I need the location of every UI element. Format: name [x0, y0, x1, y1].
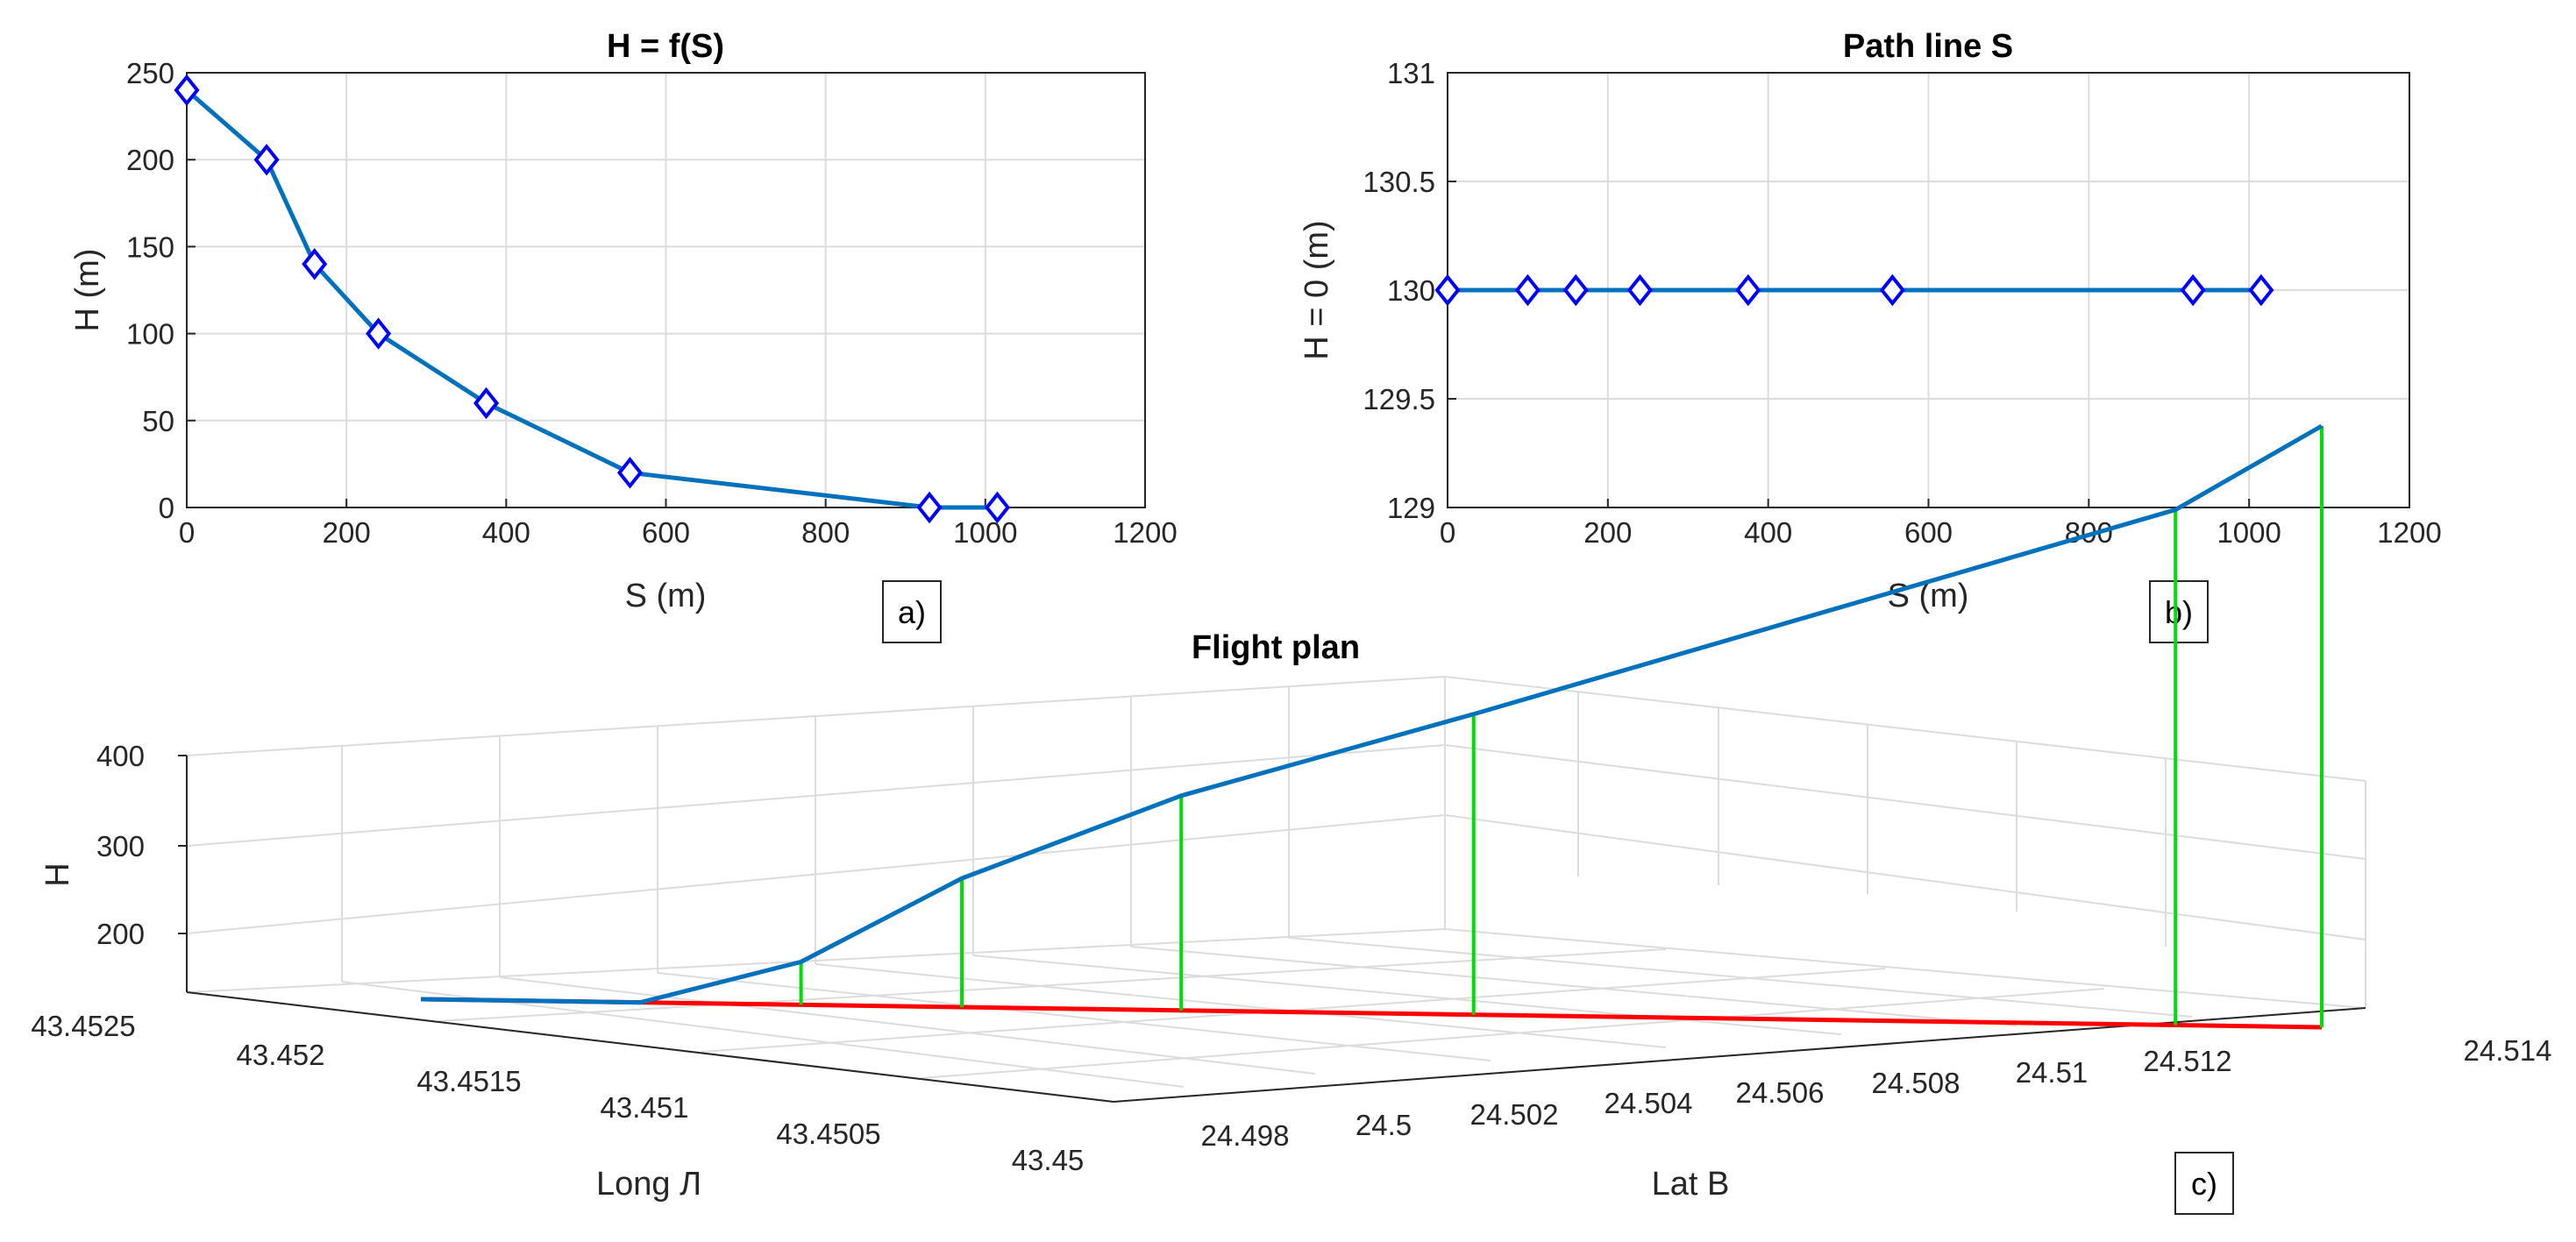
b-data-point [1434, 273, 1461, 307]
panel-c-flight-path [420, 423, 2323, 1005]
panel-c-lat-tick-label: 24.508 [1872, 1067, 1960, 1099]
a-y-tick-label: 150 [126, 231, 174, 263]
b-data-point [1735, 273, 1761, 307]
b-x-tick-label: 1200 [2377, 516, 2441, 549]
panel-b-label: b) [2165, 594, 2193, 630]
panel-a-grid [186, 72, 1146, 508]
a-data-point [253, 143, 280, 176]
panel-c-grid [186, 676, 2366, 1103]
panel-a-y-label: H (m) [69, 249, 106, 332]
panel-c-long-label: Long Л [596, 1166, 701, 1203]
panel-c-lat-tick-label: 24.498 [1201, 1119, 1290, 1152]
panel-c-h-tick-label: 200 [96, 918, 145, 950]
b-x-tick-label: 800 [2065, 516, 2113, 549]
b-data-point [1626, 273, 1653, 307]
panel-c-chart: 200 300 400 43.4525 43.452 43.4515 43.451 43.45… [31, 423, 2551, 1215]
a-y-tick-label: 50 [142, 405, 174, 437]
panel-c-lat-tick-label: 24.502 [1470, 1098, 1559, 1131]
panel-c-h-label: H [39, 862, 76, 886]
panel-c-long-tick-label: 43.45 [1012, 1144, 1085, 1176]
a-x-tick-label: 600 [642, 516, 690, 549]
panel-c-ground-track [420, 997, 2323, 1030]
a-data-point [366, 317, 392, 350]
panel-a-label: a) [898, 594, 926, 630]
b-data-point [1879, 273, 1905, 307]
a-data-point [302, 248, 328, 280]
panel-c-lat-tick-label: 24.506 [1736, 1076, 1825, 1109]
a-x-tick-label: 400 [482, 516, 530, 549]
b-y-tick-label: 130.5 [1363, 166, 1435, 198]
b-data-point [1514, 273, 1541, 307]
a-data-point [174, 74, 200, 107]
panel-c-label: c) [2191, 1166, 2217, 1202]
panel-c-h-tick-label: 400 [96, 740, 145, 772]
b-x-tick-label: 1000 [2217, 516, 2281, 549]
b-x-tick-label: 200 [1583, 516, 1632, 549]
panel-c-lat-tick-label: 24.51 [2016, 1056, 2089, 1089]
a-data-point [984, 491, 1011, 524]
panel-c-lat-tick-label: 24.514 [2464, 1034, 2552, 1067]
panel-a-markers [174, 74, 1011, 524]
a-x-tick-label: 1000 [953, 516, 1017, 549]
a-data-point [616, 457, 644, 489]
panel-c-long-tick-label: 43.4515 [416, 1065, 521, 1097]
panel-b-title: Path line S [1843, 28, 2013, 65]
panel-c-data [420, 423, 2323, 1030]
panel-c-long-axis [186, 991, 1114, 1103]
panel-c-lat-tick-label: 24.512 [2144, 1045, 2232, 1077]
panel-b-markers [1434, 273, 2274, 307]
panel-b-y-ticks: 129 129.5 130 130.5 131 [1363, 57, 1456, 524]
a-y-tick-label: 200 [126, 144, 174, 176]
panel-a-x-label: S (m) [625, 578, 707, 614]
b-x-tick-label: 400 [1744, 516, 1792, 549]
a-x-tick-label: 0 [179, 516, 195, 549]
a-y-tick-label: 250 [126, 57, 174, 89]
panel-c-long-tick-label: 43.452 [237, 1039, 325, 1071]
b-x-tick-label: 0 [1440, 516, 1455, 549]
b-data-point [2248, 273, 2274, 307]
b-data-point [1562, 273, 1589, 307]
panel-b-label-box [2149, 580, 2209, 643]
panel-b-chart: 0 200 400 600 800 1000 1200 129 129.5 130 130.5 13… [1299, 28, 2442, 643]
panel-c-long-tick-label: 43.4525 [31, 1010, 135, 1042]
panel-a-title: H = f(S) [607, 28, 724, 65]
a-y-tick-label: 100 [126, 318, 174, 351]
a-x-tick-label: 1200 [1113, 516, 1177, 549]
b-y-tick-label: 129.5 [1363, 383, 1435, 415]
panel-a-label-box [882, 580, 942, 643]
b-y-tick-label: 130 [1387, 274, 1435, 307]
panel-c-lat-tick-label: 24.504 [1605, 1087, 1693, 1119]
panel-a-series-line [185, 88, 998, 510]
panel-c-ticks: 200 300 400 43.4525 43.452 43.4515 43.451 43.45… [31, 740, 2551, 1176]
panel-a-x-ticks: 0 200 400 600 800 1000 1200 [179, 499, 1178, 549]
b-x-tick-label: 600 [1904, 516, 1953, 549]
panel-c-lat-tick-label: 24.5 [1356, 1109, 1412, 1141]
b-data-point [2180, 273, 2206, 307]
b-y-tick-label: 129 [1387, 492, 1435, 524]
panel-c-long-tick-label: 43.4505 [776, 1118, 880, 1150]
panel-b-x-ticks: 0 200 400 600 800 1000 1200 [1440, 499, 2442, 549]
a-data-point [916, 491, 943, 524]
a-x-tick-label: 200 [323, 516, 371, 549]
panel-c-long-tick-label: 43.451 [601, 1091, 689, 1124]
panel-a-chart: 0 200 400 600 800 1000 1200 0 50 100 150 200 250 H … [69, 28, 1178, 643]
b-y-tick-label: 131 [1387, 57, 1435, 89]
a-y-tick-label: 0 [159, 492, 174, 524]
a-x-tick-label: 800 [801, 516, 850, 549]
panel-c-title: Flight plan [1192, 629, 1360, 666]
panel-c-h-tick-label: 300 [96, 830, 145, 862]
panel-b-y-label: H = 0 (m) [1299, 220, 1335, 359]
panel-c-lat-label: Lat B [1652, 1166, 1730, 1203]
a-data-point [473, 387, 500, 420]
panel-c-label-box [2174, 1152, 2234, 1215]
panel-a-y-ticks: 0 50 100 150 200 250 [126, 57, 196, 524]
